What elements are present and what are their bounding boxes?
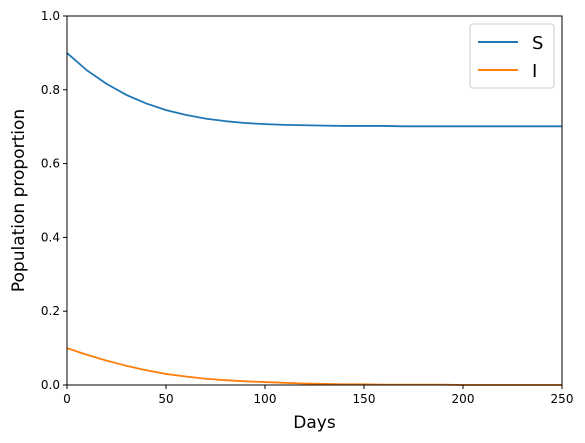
x-tick-label: 50 bbox=[158, 392, 173, 406]
x-tick-label: 100 bbox=[254, 392, 277, 406]
x-tick-label: 250 bbox=[551, 392, 574, 406]
x-tick-label: 200 bbox=[452, 392, 475, 406]
legend-label-s: S bbox=[532, 33, 543, 54]
legend-label-i: I bbox=[532, 61, 537, 82]
y-tick-label: 0.2 bbox=[41, 304, 60, 318]
series-line-s bbox=[66, 52, 562, 128]
plot-frame bbox=[66, 15, 563, 386]
y-tick-label: 1.0 bbox=[41, 9, 60, 23]
legend: S I bbox=[469, 23, 555, 89]
y-tick-label: 0.8 bbox=[41, 83, 60, 97]
x-tick-label: 150 bbox=[353, 392, 376, 406]
series-line-i bbox=[66, 347, 562, 386]
x-tick-label: 0 bbox=[63, 392, 71, 406]
x-axis-label: Days bbox=[293, 413, 336, 433]
axis-ticks: 0 50 100 150 200 250 0.0 0.2 0.4 0.6 0.8 1.0 bbox=[41, 9, 574, 406]
y-tick-label: 0.4 bbox=[41, 230, 60, 244]
y-tick-label: 0.6 bbox=[41, 157, 60, 171]
y-tick-label: 0.0 bbox=[41, 378, 60, 392]
y-axis-label: Population proportion bbox=[9, 109, 29, 292]
legend-box bbox=[469, 23, 555, 89]
plot-lines bbox=[66, 52, 562, 386]
